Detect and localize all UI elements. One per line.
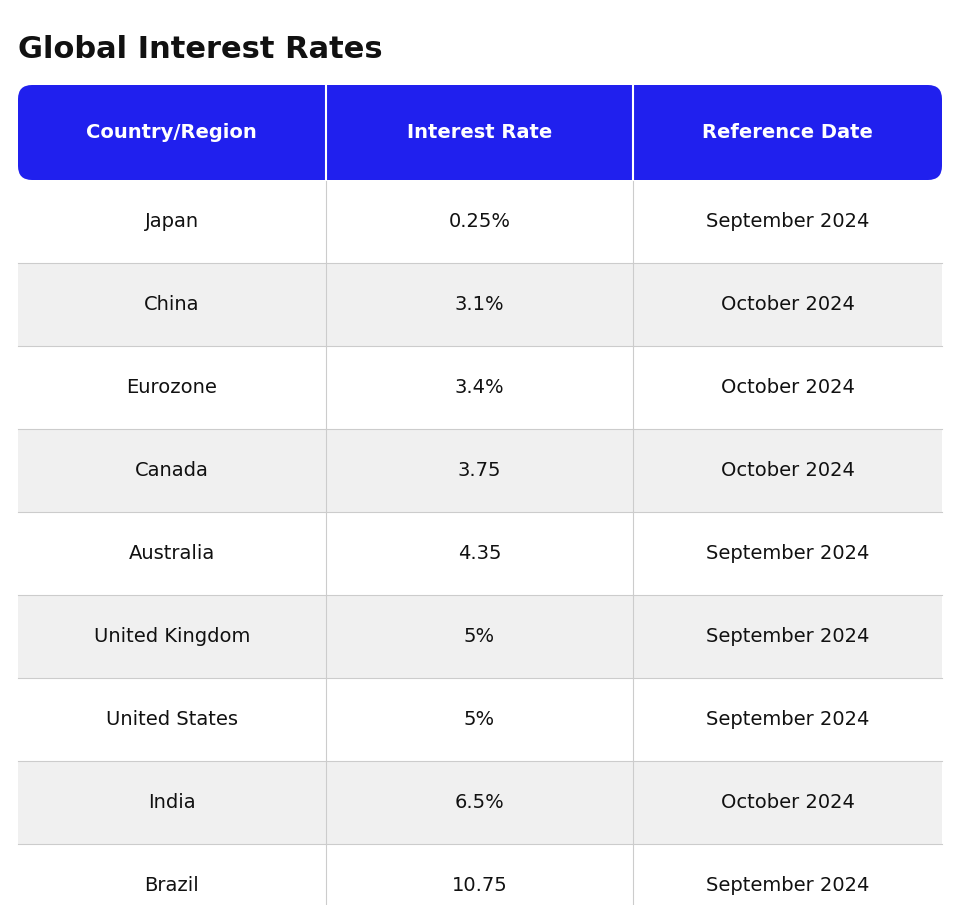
Text: 5%: 5% [464, 710, 495, 729]
Text: October 2024: October 2024 [721, 295, 854, 314]
Bar [18, 844, 942, 905]
Bar [18, 263, 942, 346]
Text: Eurozone: Eurozone [127, 378, 217, 397]
Bar [18, 429, 942, 512]
Text: India: India [148, 793, 196, 812]
Text: Brazil: Brazil [144, 876, 200, 895]
Text: Japan: Japan [145, 212, 199, 231]
Text: 3.75: 3.75 [458, 461, 501, 480]
Bar [18, 761, 942, 844]
Text: Australia: Australia [129, 544, 215, 563]
Text: 10.75: 10.75 [451, 876, 508, 895]
Text: October 2024: October 2024 [721, 793, 854, 812]
Bar [18, 595, 942, 678]
Text: September 2024: September 2024 [706, 212, 870, 231]
Text: 5%: 5% [464, 627, 495, 646]
Text: September 2024: September 2024 [706, 710, 870, 729]
Text: Reference Date: Reference Date [703, 123, 874, 142]
Text: 4.35: 4.35 [458, 544, 501, 563]
Text: October 2024: October 2024 [721, 461, 854, 480]
Bar [18, 678, 942, 761]
Text: 3.1%: 3.1% [455, 295, 504, 314]
Text: September 2024: September 2024 [706, 876, 870, 895]
Text: September 2024: September 2024 [706, 544, 870, 563]
FancyBboxPatch shape [18, 85, 942, 180]
Text: United States: United States [106, 710, 238, 729]
Text: Country/Region: Country/Region [86, 123, 257, 142]
Text: 3.4%: 3.4% [455, 378, 504, 397]
Text: 6.5%: 6.5% [455, 793, 504, 812]
Text: Canada: Canada [135, 461, 208, 480]
Bar [18, 346, 942, 429]
Text: Global Interest Rates: Global Interest Rates [18, 35, 383, 64]
Text: 0.25%: 0.25% [448, 212, 511, 231]
Text: October 2024: October 2024 [721, 378, 854, 397]
Text: Interest Rate: Interest Rate [407, 123, 552, 142]
Text: September 2024: September 2024 [706, 627, 870, 646]
Bar [18, 512, 942, 595]
Bar [18, 180, 942, 263]
Text: China: China [144, 295, 200, 314]
Text: United Kingdom: United Kingdom [94, 627, 250, 646]
